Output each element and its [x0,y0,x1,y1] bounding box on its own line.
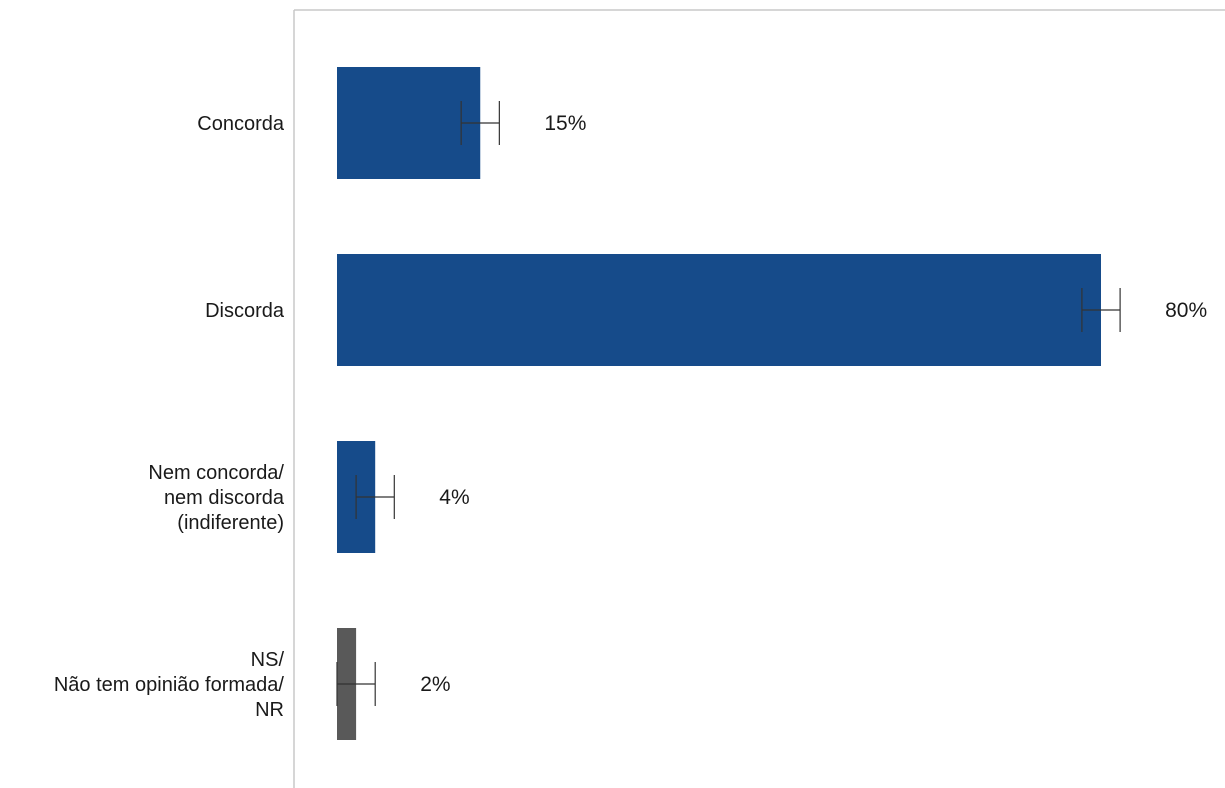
data-label: 15% [544,112,586,135]
category-label: NS/Não tem opinião formada/NR [54,649,285,721]
category-label-line: NS/ [251,649,285,671]
category-label-line: (indiferente) [177,512,284,534]
category-label-line: Nem concorda/ [148,462,284,484]
labels-layer: 15% Concorda 80% Discorda 4% Nem concorda/nem… [54,112,1207,721]
error-bars-layer [336,101,1121,706]
bars-layer [337,67,1101,740]
bar [337,254,1101,366]
category-label: Discorda [205,300,285,322]
category-label-line: Concorda [197,113,285,135]
category-label: Nem concorda/nem discorda (indiferente) [148,462,284,534]
bar [337,67,481,179]
data-label: 2% [420,673,450,696]
data-label: 4% [439,486,469,509]
category-label-line: Discorda [205,300,285,322]
category-label-line: nem discorda [164,487,285,509]
error-bar [355,475,395,519]
data-label: 80% [1165,299,1207,322]
category-label: Concorda [197,113,285,135]
plot-frame [293,9,1225,788]
error-bar [336,662,376,706]
error-bar [460,101,500,145]
error-bar [1081,288,1121,332]
category-label-line: Não tem opinião formada/ [54,674,285,696]
category-label-line: NR [255,699,284,721]
